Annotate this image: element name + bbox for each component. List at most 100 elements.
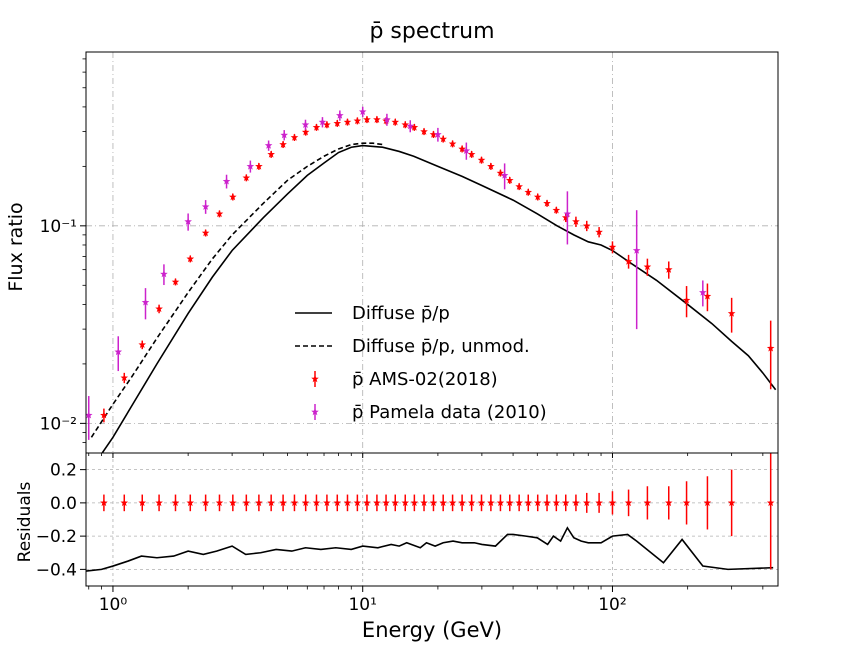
residual-point — [279, 498, 287, 507]
residual-point — [624, 498, 633, 507]
residual-point — [186, 498, 195, 507]
ams-point — [682, 296, 691, 304]
residual-point — [100, 498, 108, 507]
residual-point — [477, 498, 486, 507]
residual-point — [766, 498, 775, 507]
y-tick-label-bottom: 0.0 — [50, 494, 77, 514]
ams-point — [533, 192, 542, 201]
legend-swatch-marker — [311, 375, 319, 383]
legend: Diffuse p̄/p Diffuse p̄/p, unmod. p̄ AMS-0… — [295, 303, 547, 423]
residual-point — [703, 498, 712, 507]
legend-label: Diffuse p̄/p — [352, 303, 450, 324]
residual-point — [496, 498, 505, 507]
ams-point — [171, 277, 180, 286]
ams-point — [301, 128, 310, 136]
ams-point — [643, 262, 652, 271]
residual-point — [255, 498, 263, 507]
ams-point — [552, 206, 561, 214]
residual-point — [543, 498, 551, 507]
diffuse-ratio-line — [101, 144, 777, 453]
y-axis-label-bottom: Residuals — [15, 482, 35, 563]
ams-point — [242, 173, 251, 182]
pamela-point — [358, 107, 367, 115]
residual-point — [561, 498, 570, 507]
bottom-grid — [86, 453, 778, 586]
ams-point — [343, 118, 352, 126]
ams-point — [524, 188, 533, 196]
residual-point — [323, 498, 331, 507]
pamela-point — [86, 411, 93, 419]
residual-point — [391, 498, 400, 507]
ams-point — [155, 304, 163, 313]
residual-point — [524, 498, 533, 507]
ams-point — [582, 221, 591, 230]
ams-point — [401, 120, 410, 128]
ams-point — [467, 150, 476, 158]
residual-point — [643, 498, 652, 507]
residual-point — [429, 498, 438, 507]
residual-point — [401, 498, 410, 507]
pamela-point — [699, 288, 707, 296]
top-ticks: 10⁻² 10⁻¹ — [40, 58, 764, 458]
top-plot-area — [86, 106, 777, 453]
ams-point — [100, 411, 108, 419]
residual-point — [458, 498, 466, 507]
residual-point — [373, 498, 381, 507]
legend-swatch-marker — [311, 408, 319, 416]
residual-point — [439, 498, 447, 507]
x-axis-label: Energy (GeV) — [362, 618, 502, 642]
ams-point — [255, 162, 263, 170]
pamela-point — [114, 347, 123, 356]
pamela-point — [336, 111, 344, 119]
residual-point — [215, 498, 224, 507]
ams-point — [138, 340, 147, 348]
ams-point — [353, 116, 362, 125]
x-tick-label: 10¹ — [348, 595, 376, 615]
y-tick-label-bottom: −0.4 — [36, 560, 77, 580]
legend-item: p̄ AMS-02(2018) — [311, 369, 498, 390]
ams-point — [766, 344, 775, 352]
residual-point — [420, 498, 428, 507]
legend-item: Diffuse p̄/p, unmod. — [295, 336, 530, 357]
ams-point — [429, 130, 438, 138]
ams-point — [608, 243, 617, 251]
residual-point — [343, 498, 352, 507]
y-tick-label-bottom: 0.2 — [50, 461, 77, 481]
x-tick-label: 10² — [598, 595, 626, 615]
residual-point — [582, 498, 591, 507]
ams-point — [624, 257, 633, 265]
ams-point — [561, 213, 570, 221]
ams-point — [664, 265, 673, 273]
pamela-point — [184, 217, 192, 225]
residual-point — [448, 498, 457, 507]
y-tick-label-top: 10⁻¹ — [40, 217, 77, 237]
ams-point — [595, 228, 603, 236]
pamela-point — [563, 209, 572, 218]
ams-point — [267, 150, 275, 158]
residual-point — [533, 498, 542, 507]
ams-point — [186, 254, 195, 263]
pamela-point — [280, 131, 289, 139]
pamela-point — [383, 115, 391, 123]
residual-point — [505, 498, 514, 507]
residual-point — [229, 498, 237, 507]
bottom-plot-area — [86, 453, 775, 572]
pamela-point — [462, 146, 471, 154]
residual-point — [682, 498, 691, 507]
ams-point — [410, 123, 419, 131]
residual-point — [572, 498, 580, 507]
residual-point — [467, 498, 476, 507]
pamela-point — [222, 177, 231, 185]
residual-model-line — [86, 526, 774, 572]
ams-point — [420, 127, 428, 135]
ams-point — [229, 192, 237, 201]
residual-point — [664, 498, 673, 507]
pamela-point — [201, 202, 210, 210]
pamela-point — [406, 122, 415, 130]
residual-point — [382, 498, 390, 507]
pamela-point — [246, 162, 255, 170]
ams-point — [727, 309, 736, 317]
residual-point — [171, 498, 180, 507]
x-tick-label: 10⁰ — [99, 595, 128, 615]
residual-point — [201, 498, 210, 507]
